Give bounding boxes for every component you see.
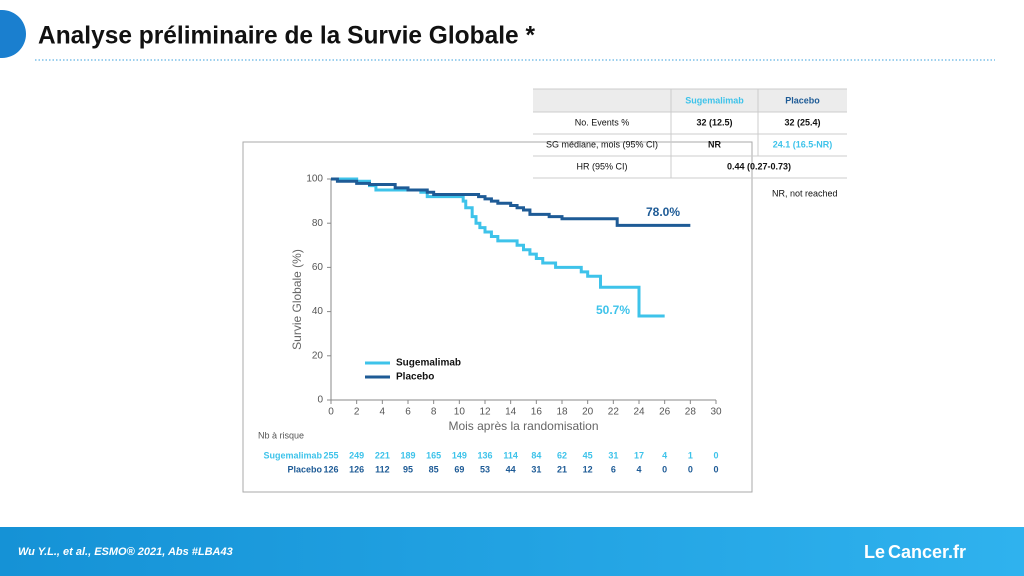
x-tick-label: 20 — [582, 407, 594, 418]
y-axis-label: Survie Globale (%) — [290, 249, 304, 350]
table-cell: SG médiane, mois (95% CI) — [546, 139, 658, 149]
risk-count: 17 — [634, 450, 644, 460]
y-tick-label: 0 — [317, 395, 323, 406]
y-tick-label: 60 — [312, 262, 324, 273]
risk-count: 85 — [429, 464, 439, 474]
x-axis-label: Mois après la randomisation — [448, 419, 598, 433]
risk-count: 126 — [349, 464, 364, 474]
risk-count: 114 — [503, 450, 518, 460]
risk-count: 189 — [400, 450, 415, 460]
slide-title: Analyse préliminaire de la Survie Global… — [38, 22, 535, 50]
x-tick-label: 10 — [454, 407, 466, 418]
x-tick-label: 2 — [354, 407, 360, 418]
footer-band — [0, 527, 1024, 576]
x-tick-label: 4 — [380, 407, 386, 418]
table-cell: 32 (25.4) — [784, 117, 820, 127]
risk-count: 255 — [323, 450, 338, 460]
table-header: Placebo — [785, 95, 820, 105]
risk-count: 95 — [403, 464, 413, 474]
table-cell: HR (95% CI) — [576, 161, 627, 171]
risk-count: 136 — [477, 450, 492, 460]
risk-count: 53 — [480, 464, 490, 474]
table-cell: NR — [708, 139, 721, 149]
table: Sugemalimab Placebo No. Events % 32 (12.5) 3… — [533, 88, 847, 179]
y-tick-label: 40 — [312, 306, 324, 317]
risk-count: 0 — [662, 464, 667, 474]
risk-count: 221 — [375, 450, 390, 460]
x-tick-label: 28 — [685, 407, 697, 418]
logo-text: Cancer.fr — [888, 542, 966, 562]
y-tick-label: 80 — [312, 218, 324, 229]
x-tick-label: 26 — [659, 407, 671, 418]
table-cell: 0.44 (0.27-0.73) — [727, 161, 791, 171]
x-tick-label: 24 — [633, 407, 645, 418]
x-tick-label: 14 — [505, 407, 517, 418]
risk-count: 44 — [506, 464, 516, 474]
annotation: 50.7% — [596, 303, 630, 317]
risk-count: 149 — [452, 450, 467, 460]
risk-count: 6 — [611, 464, 616, 474]
survival-curve — [331, 177, 691, 227]
risk-count: 45 — [583, 450, 593, 460]
x-tick-label: 30 — [710, 407, 722, 418]
header-mark — [0, 10, 26, 58]
table-note: NR, not reached — [772, 188, 838, 198]
risk-count: 1 — [688, 450, 693, 460]
risk-count: 84 — [531, 450, 541, 460]
risk-count: 0 — [688, 464, 693, 474]
legend-label: Placebo — [396, 372, 434, 383]
risk-count: 4 — [662, 450, 667, 460]
risk-count: 126 — [323, 464, 338, 474]
risk-count: 69 — [454, 464, 464, 474]
risk-count: 165 — [426, 450, 441, 460]
table-cell: 24.1 (16.5-NR) — [773, 139, 833, 149]
x-tick-label: 12 — [479, 407, 491, 418]
risk-count: 249 — [349, 450, 364, 460]
risk-title: Nb à risque — [258, 430, 304, 440]
table-cell: No. Events % — [575, 117, 630, 127]
y-tick-label: 20 — [312, 350, 324, 361]
x-tick-label: 18 — [556, 407, 568, 418]
table-header: Sugemalimab — [685, 95, 744, 105]
y-tick-label: 100 — [306, 174, 323, 185]
risk-count: 12 — [583, 464, 593, 474]
x-tick-label: 0 — [328, 407, 334, 418]
footer-reference: Wu Y.L., et al., ESMO® 2021, Abs #LBA43 — [18, 546, 233, 558]
risk-row-label: Sugemalimab — [263, 450, 322, 460]
risk-count: 4 — [636, 464, 641, 474]
annotation: 78.0% — [646, 205, 680, 219]
legend-label: Sugemalimab — [396, 358, 461, 369]
x-tick-label: 16 — [531, 407, 543, 418]
risk-row-label: Placebo — [287, 464, 322, 474]
logo-text: Le — [864, 542, 885, 562]
table-header-bg — [533, 89, 847, 112]
x-tick-label: 22 — [608, 407, 620, 418]
x-tick-label: 8 — [431, 407, 437, 418]
risk-count: 0 — [713, 464, 718, 474]
risk-count: 112 — [375, 464, 390, 474]
risk-count: 31 — [608, 450, 618, 460]
risk-count: 21 — [557, 464, 567, 474]
risk-count: 0 — [713, 450, 718, 460]
risk-count: 31 — [531, 464, 541, 474]
table-cell: 32 (12.5) — [696, 117, 732, 127]
x-tick-label: 6 — [405, 407, 411, 418]
risk-count: 62 — [557, 450, 567, 460]
